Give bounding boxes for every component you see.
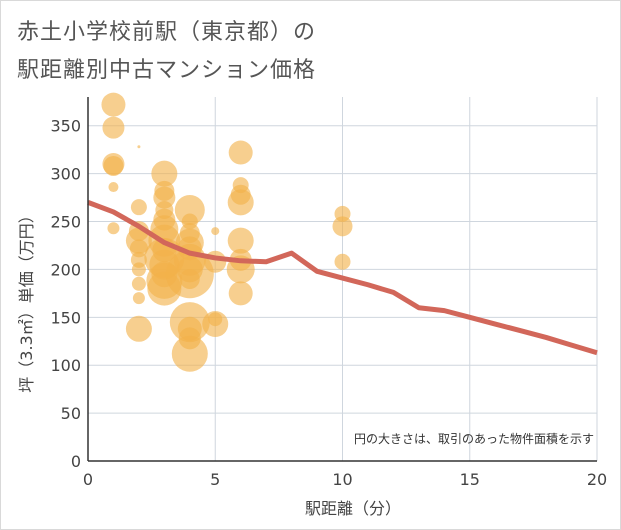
x-tick-label-2: 10 bbox=[332, 470, 352, 489]
trend-line-layer bbox=[87, 200, 598, 356]
x-axis-label: 駅距離（分） bbox=[305, 499, 401, 518]
bubble-41 bbox=[171, 335, 208, 372]
bubble-13 bbox=[131, 276, 146, 291]
bubbles-layer bbox=[101, 92, 353, 372]
x-tick-label-4: 20 bbox=[587, 470, 607, 489]
trend-line bbox=[87, 200, 598, 356]
bubble-size-note: 円の大きさは、取引のあった物件面積を示す bbox=[354, 431, 594, 446]
bubble-12 bbox=[131, 262, 146, 277]
bubble-14 bbox=[132, 292, 145, 305]
y-tick-label-3: 150 bbox=[50, 308, 81, 327]
x-tick-label-0: 0 bbox=[83, 470, 93, 489]
chart-title-line-2: 駅距離別中古マンション価格 bbox=[17, 58, 317, 83]
bubble-4 bbox=[108, 182, 119, 193]
x-tick-label-3: 15 bbox=[460, 470, 480, 489]
y-tick-label-2: 100 bbox=[50, 356, 81, 375]
bubble-15 bbox=[125, 315, 152, 342]
bubble-46 bbox=[228, 140, 253, 165]
bubble-55 bbox=[332, 216, 353, 237]
bubble-29 bbox=[174, 195, 205, 226]
y-tick-label-6: 300 bbox=[50, 165, 81, 184]
x-tick-label-1: 5 bbox=[210, 470, 220, 489]
bubble-0 bbox=[101, 92, 126, 117]
bubble-50 bbox=[227, 227, 254, 254]
bubble-53 bbox=[228, 281, 253, 306]
axes-layer bbox=[87, 97, 597, 462]
bubble-10 bbox=[129, 239, 148, 258]
bubble-3 bbox=[103, 155, 124, 176]
bubble-16 bbox=[151, 160, 178, 187]
y-tick-label-1: 50 bbox=[61, 404, 81, 423]
chart-title-line-1: 赤土小学校前駅（東京都）の bbox=[17, 20, 317, 45]
y-tick-label-7: 350 bbox=[50, 117, 81, 136]
bubble-5 bbox=[107, 222, 120, 235]
bubble-56 bbox=[334, 253, 351, 270]
y-axis-label: 坪（3.3㎡）単価（万円） bbox=[17, 207, 36, 392]
bubble-7 bbox=[130, 199, 147, 216]
y-tick-label-0: 0 bbox=[71, 452, 81, 471]
bubble-42 bbox=[211, 227, 220, 236]
bubble-37 bbox=[179, 269, 200, 289]
bubble-45 bbox=[202, 311, 229, 338]
bubble-1 bbox=[102, 116, 125, 139]
bubble-6 bbox=[137, 145, 141, 149]
y-tick-label-4: 200 bbox=[50, 260, 81, 279]
tick-labels: 0 50 100 150 200 250 300 350 0 5 10 15 20 bbox=[50, 117, 607, 489]
y-tick-label-5: 250 bbox=[50, 213, 81, 232]
bubble-49 bbox=[227, 189, 254, 216]
